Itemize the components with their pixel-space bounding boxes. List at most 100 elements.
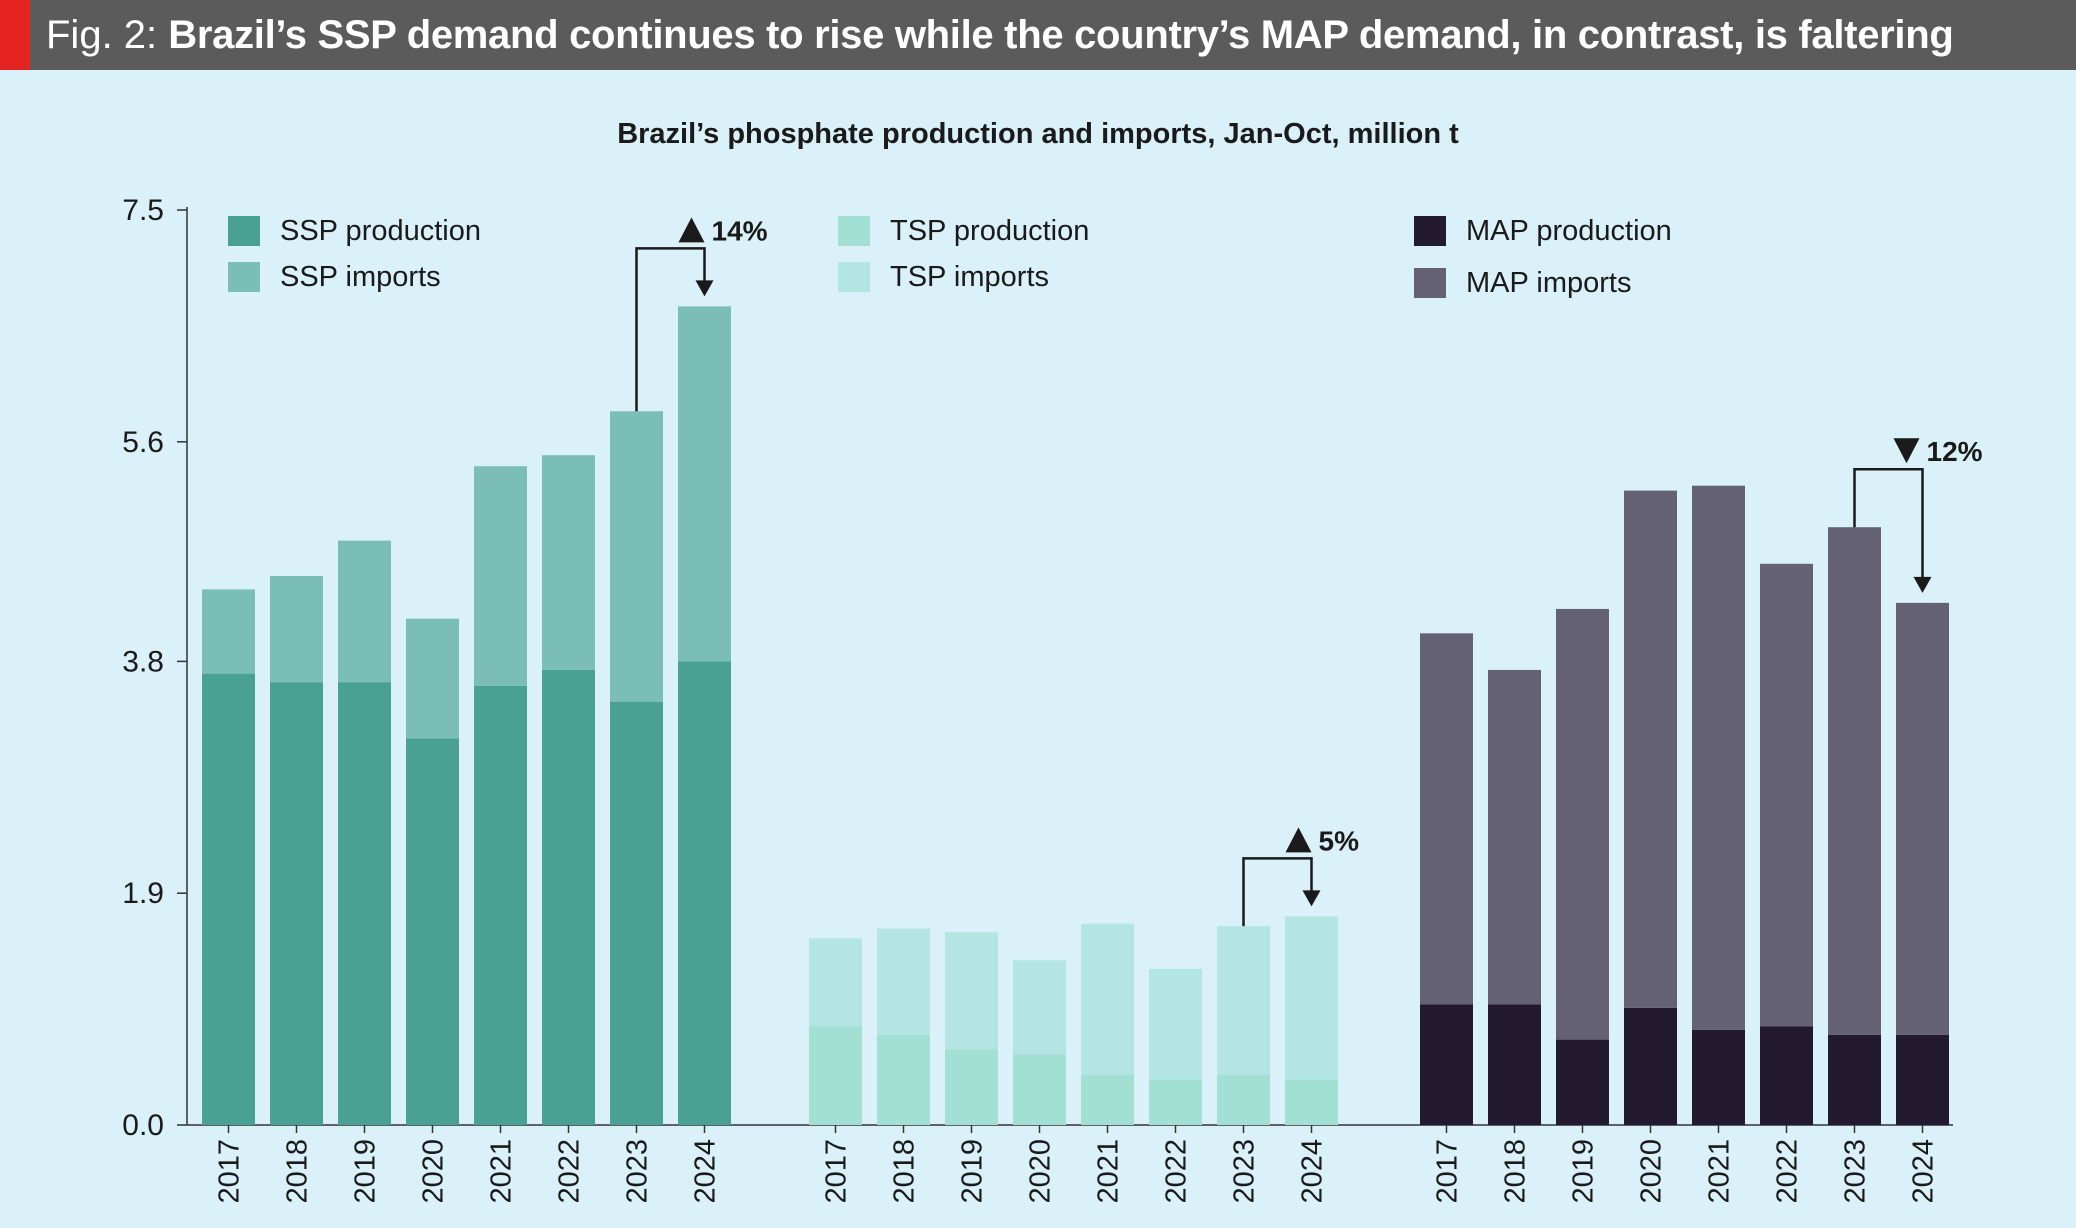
legend-swatch xyxy=(228,216,260,246)
bar-map-imports-2022 xyxy=(1760,563,1813,1027)
bar-ssp-imports-2024 xyxy=(678,306,731,662)
bar-ssp-imports-2018 xyxy=(270,576,323,683)
bar-map-production-2024 xyxy=(1896,1034,1949,1125)
x-tick-label: 2023 xyxy=(1229,1139,1261,1204)
x-tick-label: 2017 xyxy=(1432,1139,1464,1204)
bar-tsp-imports-2021 xyxy=(1081,923,1134,1075)
y-tick-label: 7.5 xyxy=(122,194,164,227)
bar-tsp-imports-2023 xyxy=(1217,926,1270,1075)
x-tick-label: 2018 xyxy=(889,1139,921,1204)
legend-label: SSP production xyxy=(280,215,481,247)
x-tick-label: 2020 xyxy=(1636,1139,1668,1204)
legend-swatch xyxy=(228,262,260,292)
bar-ssp-production-2024 xyxy=(678,661,731,1125)
change-percent-label: 12% xyxy=(1927,436,1983,467)
figure-title: Brazil’s SSP demand continues to rise wh… xyxy=(168,13,1954,57)
x-tick-label: 2023 xyxy=(1840,1139,1872,1204)
x-tick-label: 2019 xyxy=(350,1139,382,1204)
bar-map-imports-2020 xyxy=(1624,490,1677,1008)
bar-tsp-production-2023 xyxy=(1217,1074,1270,1125)
bar-map-production-2017 xyxy=(1420,1004,1473,1125)
y-tick-label: 1.9 xyxy=(122,877,164,910)
y-tick-label: 0.0 xyxy=(122,1109,164,1142)
x-tick-label: 2021 xyxy=(1704,1139,1736,1204)
bar-ssp-production-2018 xyxy=(270,682,323,1125)
bar-tsp-imports-2020 xyxy=(1013,960,1066,1055)
header-text: Fig. 2: Brazil’s SSP demand continues to… xyxy=(46,0,1954,70)
increase-triangle-icon xyxy=(1285,827,1312,853)
legend-swatch xyxy=(1414,216,1446,246)
bar-map-imports-2019 xyxy=(1556,608,1609,1040)
decrease-triangle-icon xyxy=(1893,438,1920,464)
legend-swatch xyxy=(1414,268,1446,298)
x-tick-label: 2021 xyxy=(1093,1139,1125,1204)
x-tick-label: 2018 xyxy=(1500,1139,1532,1204)
bar-tsp-imports-2019 xyxy=(945,932,998,1050)
change-arrowhead xyxy=(1302,890,1321,907)
change-percent-label: 5% xyxy=(1319,825,1360,856)
bar-ssp-production-2019 xyxy=(338,682,391,1125)
header-accent-bar xyxy=(0,0,30,70)
bar-map-production-2018 xyxy=(1488,1004,1541,1125)
bar-map-imports-2017 xyxy=(1420,633,1473,1005)
x-tick-label: 2018 xyxy=(282,1139,314,1204)
x-tick-label: 2022 xyxy=(1772,1139,1804,1204)
bar-tsp-production-2018 xyxy=(877,1034,930,1125)
x-tick-label: 2023 xyxy=(622,1139,654,1204)
bar-ssp-imports-2020 xyxy=(406,618,459,739)
x-tick-label: 2022 xyxy=(554,1139,586,1204)
x-tick-label: 2024 xyxy=(1297,1139,1329,1204)
x-tick-label: 2017 xyxy=(214,1139,246,1204)
change-bracket xyxy=(1242,857,1313,927)
bar-ssp-production-2020 xyxy=(406,738,459,1125)
legend-label: TSP imports xyxy=(890,261,1050,293)
bar-ssp-imports-2022 xyxy=(542,455,595,670)
x-tick-label: 2021 xyxy=(486,1139,518,1204)
y-tick-label: 5.6 xyxy=(122,426,164,459)
bar-map-production-2022 xyxy=(1760,1026,1813,1125)
bar-tsp-production-2021 xyxy=(1081,1074,1134,1125)
legend-label: TSP production xyxy=(890,215,1090,247)
bar-tsp-imports-2024 xyxy=(1285,916,1338,1080)
x-tick-label: 2022 xyxy=(1161,1139,1193,1204)
bar-map-imports-2018 xyxy=(1488,669,1541,1005)
bar-tsp-production-2020 xyxy=(1013,1054,1066,1125)
legend-label: MAP imports xyxy=(1466,267,1632,299)
bar-tsp-imports-2017 xyxy=(809,938,862,1027)
legend-swatch xyxy=(838,262,870,292)
bar-ssp-imports-2019 xyxy=(338,540,391,683)
bar-ssp-imports-2017 xyxy=(202,589,255,674)
change-bracket xyxy=(1853,467,1924,581)
bar-map-production-2023 xyxy=(1828,1034,1881,1125)
legend-swatch xyxy=(838,216,870,246)
bar-tsp-imports-2022 xyxy=(1149,968,1202,1080)
bar-ssp-imports-2023 xyxy=(610,411,663,702)
chart-title: Brazil’s phosphate production and import… xyxy=(617,118,1459,150)
bar-map-imports-2021 xyxy=(1692,485,1745,1030)
bar-tsp-production-2019 xyxy=(945,1049,998,1125)
figure-label: Fig. 2: xyxy=(46,13,169,57)
x-tick-label: 2024 xyxy=(690,1139,722,1204)
bar-map-imports-2024 xyxy=(1896,602,1949,1035)
bar-map-production-2019 xyxy=(1556,1039,1609,1125)
x-tick-label: 2019 xyxy=(957,1139,989,1204)
bar-tsp-production-2024 xyxy=(1285,1079,1338,1125)
bar-map-imports-2023 xyxy=(1828,527,1881,1035)
change-bracket xyxy=(635,247,706,412)
bar-map-production-2020 xyxy=(1624,1007,1677,1125)
increase-triangle-icon xyxy=(678,217,705,243)
bar-map-production-2021 xyxy=(1692,1029,1745,1125)
y-tick-label: 3.8 xyxy=(122,645,164,678)
bar-tsp-imports-2018 xyxy=(877,928,930,1035)
x-tick-label: 2020 xyxy=(418,1139,450,1204)
bar-ssp-production-2017 xyxy=(202,673,255,1125)
x-tick-label: 2019 xyxy=(1568,1139,1600,1204)
bar-tsp-production-2017 xyxy=(809,1026,862,1125)
legend-label: MAP production xyxy=(1466,215,1672,247)
bar-ssp-production-2023 xyxy=(610,701,663,1125)
legend-label: SSP imports xyxy=(280,261,441,293)
x-tick-label: 2024 xyxy=(1908,1139,1940,1204)
bar-ssp-imports-2021 xyxy=(474,466,527,686)
figure-header: Fig. 2: Brazil’s SSP demand continues to… xyxy=(0,0,2076,70)
